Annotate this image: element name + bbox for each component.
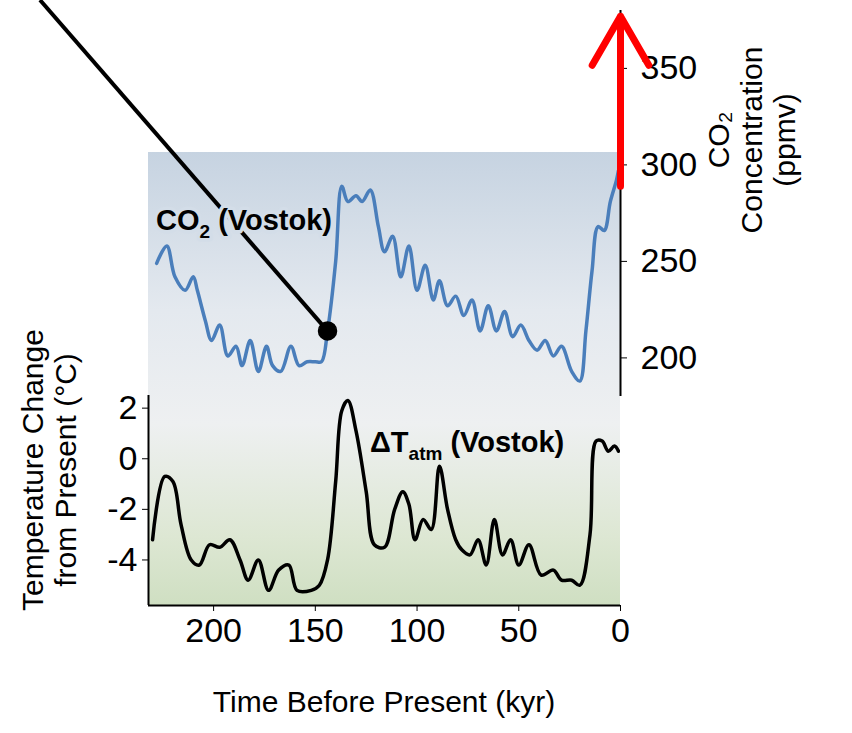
- svg-text:0: 0: [119, 439, 138, 477]
- svg-text:250: 250: [641, 241, 698, 279]
- svg-text:300: 300: [641, 145, 698, 183]
- svg-text:2: 2: [119, 388, 138, 426]
- svg-text:-2: -2: [107, 489, 137, 527]
- svg-text:50: 50: [500, 611, 538, 649]
- svg-text:CO2 (Vostok): CO2 (Vostok): [156, 204, 332, 242]
- svg-text:150: 150: [287, 611, 344, 649]
- svg-text:0: 0: [611, 611, 630, 649]
- svg-text:(ppmv): (ppmv): [768, 93, 801, 186]
- svg-text:from Present (°C): from Present (°C): [49, 353, 82, 587]
- svg-text:Time Before Present (kyr): Time Before Present (kyr): [213, 685, 555, 718]
- svg-text:ΔTatm (Vostok): ΔTatm (Vostok): [370, 426, 564, 464]
- svg-text:Concentration: Concentration: [735, 47, 768, 234]
- svg-text:CO₂: CO₂: [702, 112, 735, 169]
- svg-text:200: 200: [185, 611, 242, 649]
- svg-text:100: 100: [389, 611, 446, 649]
- svg-text:350: 350: [640, 48, 698, 87]
- svg-text:200: 200: [641, 338, 698, 376]
- svg-text:-4: -4: [107, 540, 137, 578]
- svg-text:Temperature Change: Temperature Change: [16, 329, 49, 611]
